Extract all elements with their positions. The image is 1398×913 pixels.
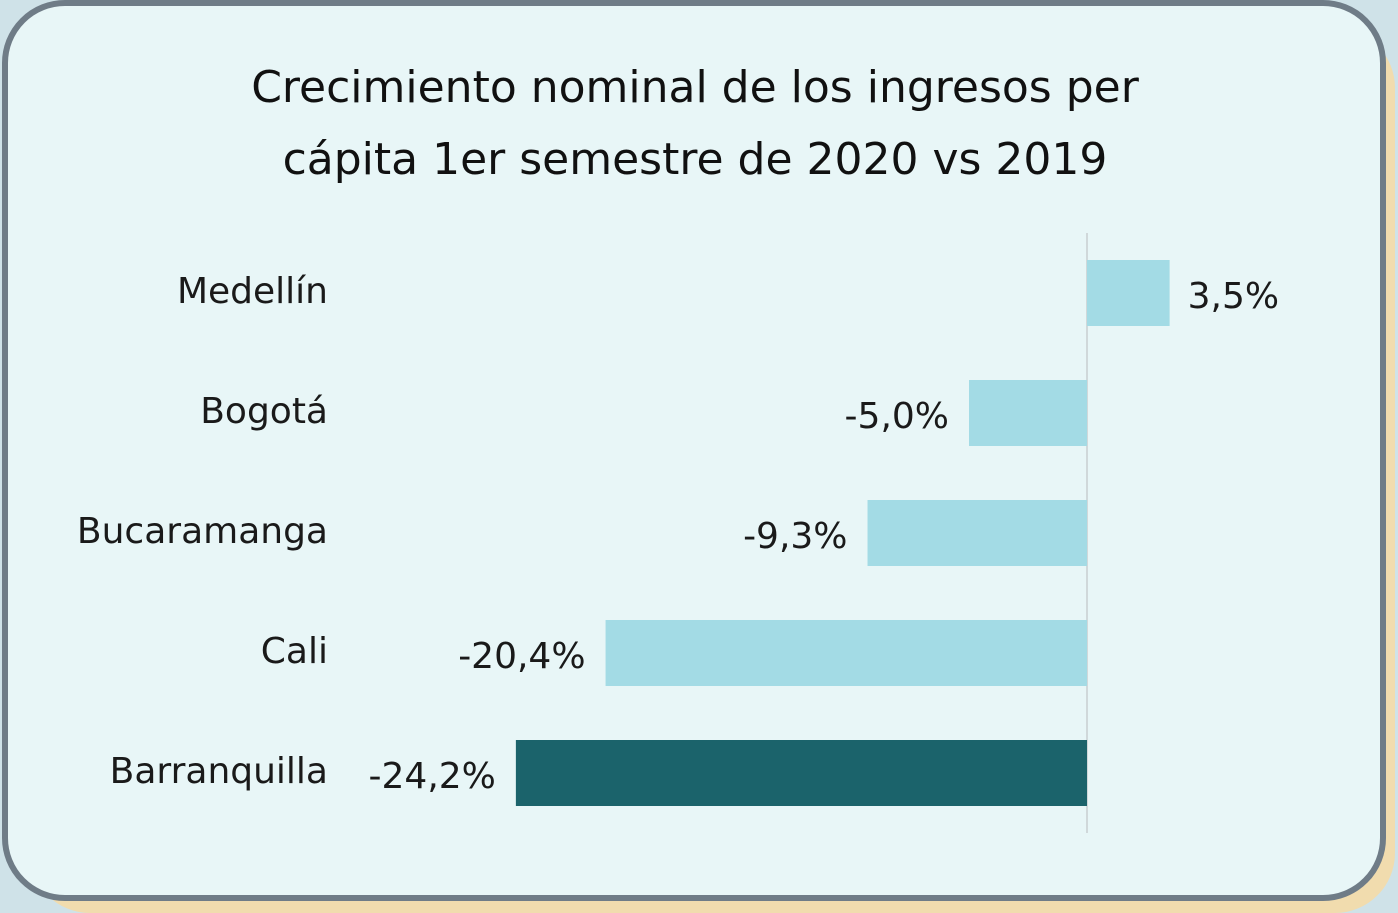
y-tick-label: Medellín bbox=[177, 271, 328, 312]
chart-title: Crecimiento nominal de los ingresos per … bbox=[251, 62, 1139, 185]
value-label: -9,3% bbox=[743, 516, 847, 557]
bar bbox=[605, 620, 1087, 686]
y-tick-label: Cali bbox=[261, 631, 328, 672]
value-label: -24,2% bbox=[369, 756, 496, 797]
y-tick-label: Bucaramanga bbox=[77, 511, 328, 552]
value-label: 3,5% bbox=[1188, 276, 1279, 317]
y-tick-label: Bogotá bbox=[200, 391, 328, 432]
value-label: -5,0% bbox=[845, 396, 949, 437]
value-label: -20,4% bbox=[458, 636, 585, 677]
bar bbox=[969, 380, 1087, 446]
bar bbox=[1087, 260, 1170, 326]
bar bbox=[867, 500, 1087, 566]
y-tick-label: Barranquilla bbox=[110, 751, 328, 792]
bar bbox=[515, 740, 1087, 806]
